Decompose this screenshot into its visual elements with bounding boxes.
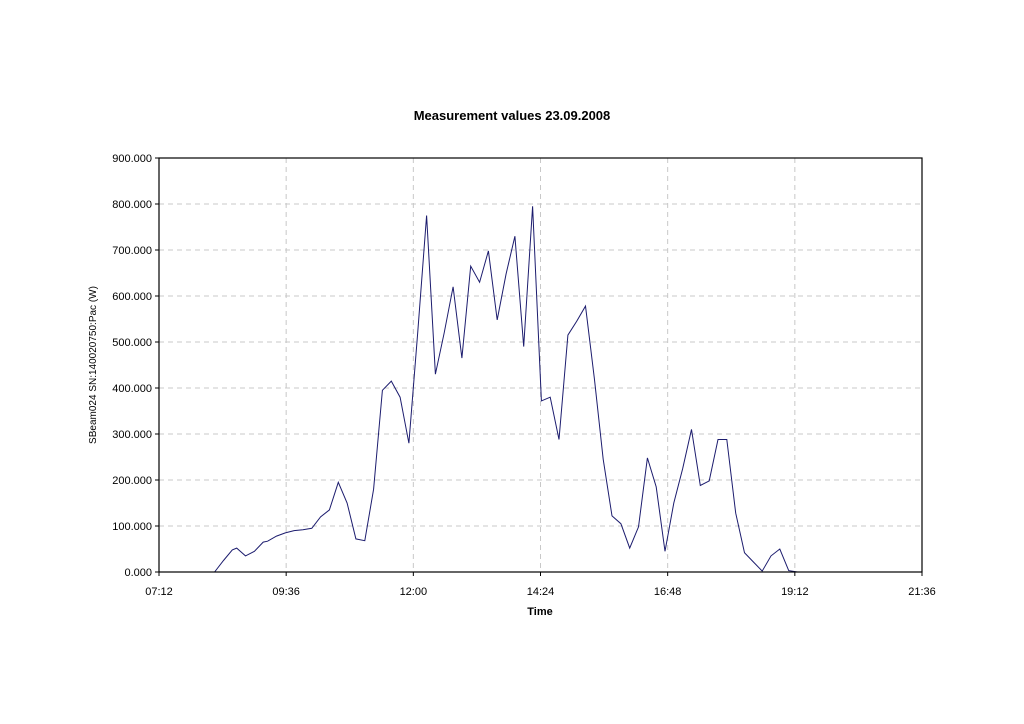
y-tick-label: 100.000 xyxy=(112,521,152,533)
x-axis: 07:12 09:36 12:00 14:24 16:48 19:12 21:36 xyxy=(145,572,936,598)
y-tick-label: 500.000 xyxy=(112,337,152,349)
series-line xyxy=(214,206,807,573)
x-tick-label: 12:00 xyxy=(400,586,428,598)
y-tick-label: 600.000 xyxy=(112,291,152,303)
y-axis-title: SBeam024 SN:140020750:Pac (W) xyxy=(88,286,99,444)
x-axis-title: Time xyxy=(527,606,552,618)
y-tick-label: 200.000 xyxy=(112,475,152,487)
y-axis: 0.000 100.000 200.000 300.000 400.000 500.000… xyxy=(112,153,159,579)
x-tick-label: 16:48 xyxy=(654,586,682,598)
y-tick-label: 900.000 xyxy=(112,153,152,165)
x-tick-label: 07:12 xyxy=(145,586,173,598)
x-tick-label: 14:24 xyxy=(527,586,555,598)
chart-title: Measurement values 23.09.2008 xyxy=(414,108,611,123)
y-tick-label: 700.000 xyxy=(112,245,152,257)
y-tick-label: 0.000 xyxy=(124,567,152,579)
x-tick-label: 21:36 xyxy=(908,586,936,598)
y-tick-label: 800.000 xyxy=(112,199,152,211)
x-tick-label: 09:36 xyxy=(272,586,300,598)
y-tick-label: 400.000 xyxy=(112,383,152,395)
series-layer xyxy=(214,206,807,573)
y-tick-label: 300.000 xyxy=(112,429,152,441)
x-tick-label: 19:12 xyxy=(781,586,809,598)
grid-lines xyxy=(159,158,922,572)
